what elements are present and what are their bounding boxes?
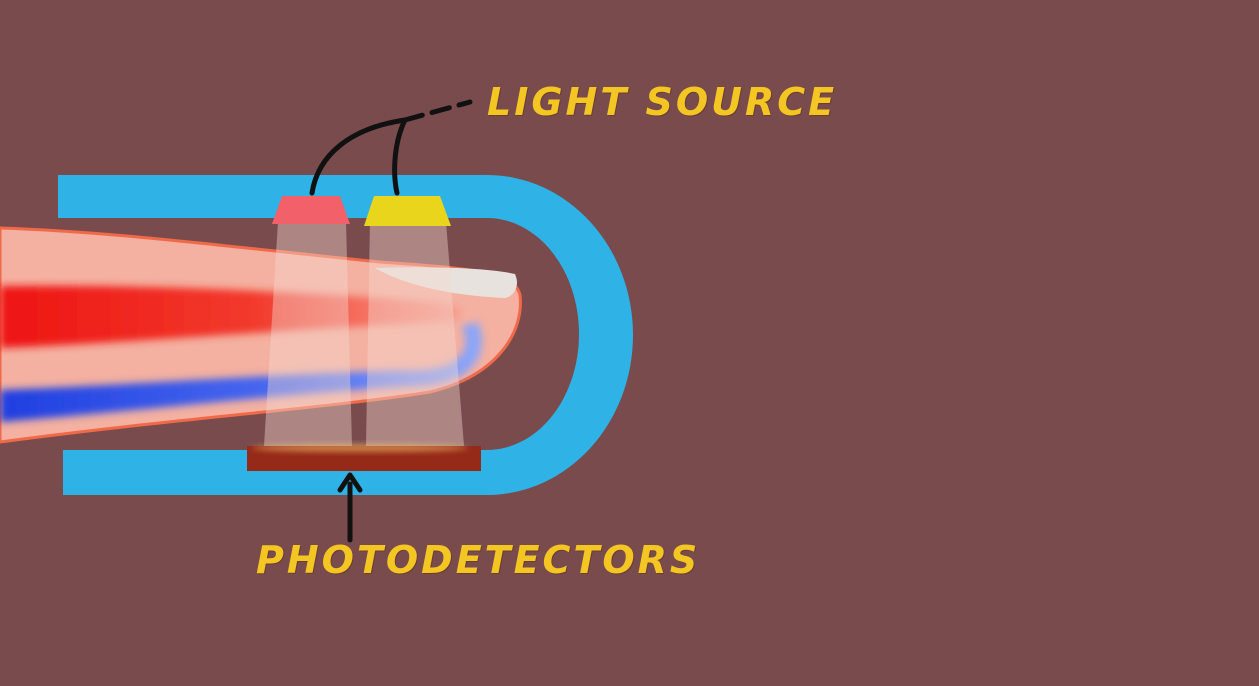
fingernail xyxy=(375,267,517,298)
light-beams xyxy=(264,222,464,446)
red-led xyxy=(272,196,350,224)
finger xyxy=(0,226,522,444)
light-source-label: LIGHT SOURCE xyxy=(487,80,838,124)
detector-glow xyxy=(252,444,468,452)
photodetector-arrow xyxy=(337,472,363,543)
vein xyxy=(0,322,483,422)
red-light-beam xyxy=(264,222,352,446)
oximeter-clip xyxy=(58,175,633,495)
light-source-leader-line-2 xyxy=(392,117,408,196)
yellow-led xyxy=(364,196,451,226)
light-source-dashes xyxy=(402,99,473,123)
photodetectors-label: PHOTODETECTORS xyxy=(256,538,701,582)
yellow-light-beam xyxy=(366,222,464,446)
light-source-leader-line xyxy=(309,117,408,196)
artery xyxy=(0,285,462,348)
